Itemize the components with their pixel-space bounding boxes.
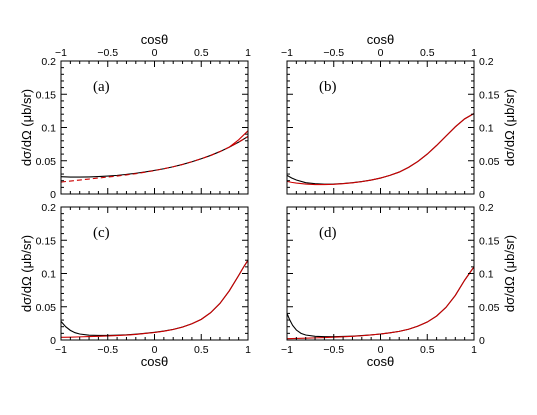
panel-2-ytick-label: 0.15 — [479, 89, 500, 101]
panel-2-xtick-label: 0.5 — [420, 47, 435, 59]
panel-2-xtick-label: −0.5 — [323, 47, 344, 59]
panel-4-xtick-label: 1 — [471, 344, 477, 356]
panel-2-xtick-label: 1 — [471, 47, 477, 59]
panel-1-xtick-label: 0.5 — [194, 47, 209, 59]
panel-1-ytick-label: 0.15 — [36, 89, 57, 101]
panel-1-xtick-label: 1 — [245, 47, 251, 59]
panel-3-label: (c) — [93, 225, 110, 241]
panel-2-series-1-line — [287, 113, 474, 185]
panel-1-ytick-label: 0.05 — [36, 156, 57, 168]
panel-3-xtick-label: −0.5 — [97, 344, 118, 356]
panel-2-ytick-label: 0.05 — [479, 156, 500, 168]
panel-1-series-1-line — [61, 136, 248, 178]
panel-2-frame — [286, 60, 475, 195]
panel-2-ylabel: dσ/dΩ (μb/sr) — [502, 89, 517, 166]
panel-4-frame — [286, 206, 475, 341]
panel-4-series-1-line — [287, 266, 474, 338]
panel-4-ytick-label: 0.2 — [479, 202, 494, 214]
panel-4-xlabel: cosθ — [367, 354, 394, 369]
panel-3-xtick-label: 0 — [152, 344, 158, 356]
panel-3-frame — [60, 206, 249, 341]
panel-4-label: (d) — [319, 225, 337, 241]
panel-1-xtick-label: −0.5 — [97, 47, 118, 59]
panel-1-label: (a) — [93, 79, 110, 95]
panel-1-series-2-line — [61, 136, 248, 183]
panel-2-series-2-line — [287, 113, 474, 186]
panel-2-ytick-label: 0.2 — [479, 56, 494, 68]
panel-2-ytick-label: 0.1 — [479, 123, 494, 135]
panel-2-xtick-label: −1 — [281, 47, 293, 59]
panel-3-ytick-label: 0.1 — [41, 269, 56, 281]
panel-2-ytick-label: 0 — [479, 189, 485, 201]
panel-3-xlabel: cosθ — [141, 354, 168, 369]
panel-1-ytick-label: 0.2 — [41, 56, 56, 68]
panel-4-series-2-line — [287, 266, 474, 340]
panel-4-ylabel: dσ/dΩ (μb/sr) — [502, 235, 517, 312]
panel-3-ytick-label: 0 — [50, 335, 56, 347]
panel-3-ytick-label: 0.15 — [36, 235, 57, 247]
panel-4-ytick-label: 0.1 — [479, 269, 494, 281]
panel-3-ytick-label: 0.2 — [41, 202, 56, 214]
panel-2-label: (b) — [319, 79, 337, 95]
panel-3-ytick-label: 0.05 — [36, 302, 57, 314]
panel-4-ytick-label: 0.15 — [479, 235, 500, 247]
panel-4-xtick-label: 0.5 — [420, 344, 435, 356]
panel-3-xtick-label: 0.5 — [194, 344, 209, 356]
panel-1-ytick-label: 0.1 — [41, 123, 56, 135]
panel-1-frame — [60, 60, 249, 195]
panel-1-series-3-line — [228, 130, 248, 148]
panel-4-xtick-label: −0.5 — [323, 344, 344, 356]
panel-1-xtick-label: 0 — [152, 47, 158, 59]
panel-1-ytick-label: 0 — [50, 189, 56, 201]
panel-4-ytick-label: 0.05 — [479, 302, 500, 314]
panel-3-xtick-label: −1 — [55, 344, 67, 356]
panel-2-xtick-label: 0 — [378, 47, 384, 59]
panel-1-xlabel: cosθ — [141, 32, 168, 47]
panel-2-xlabel: cosθ — [367, 32, 394, 47]
panel-3-series-1-line — [61, 259, 248, 337]
panel-3-series-2-line — [61, 259, 248, 338]
panel-4-xtick-label: −1 — [281, 344, 293, 356]
panel-3-ylabel: dσ/dΩ (μb/sr) — [19, 235, 34, 312]
panel-4-ytick-label: 0 — [479, 335, 485, 347]
panel-1-ylabel: dσ/dΩ (μb/sr) — [19, 89, 34, 166]
panel-3-xtick-label: 1 — [245, 344, 251, 356]
panel-4-xtick-label: 0 — [378, 344, 384, 356]
panel-1-xtick-label: −1 — [55, 47, 67, 59]
